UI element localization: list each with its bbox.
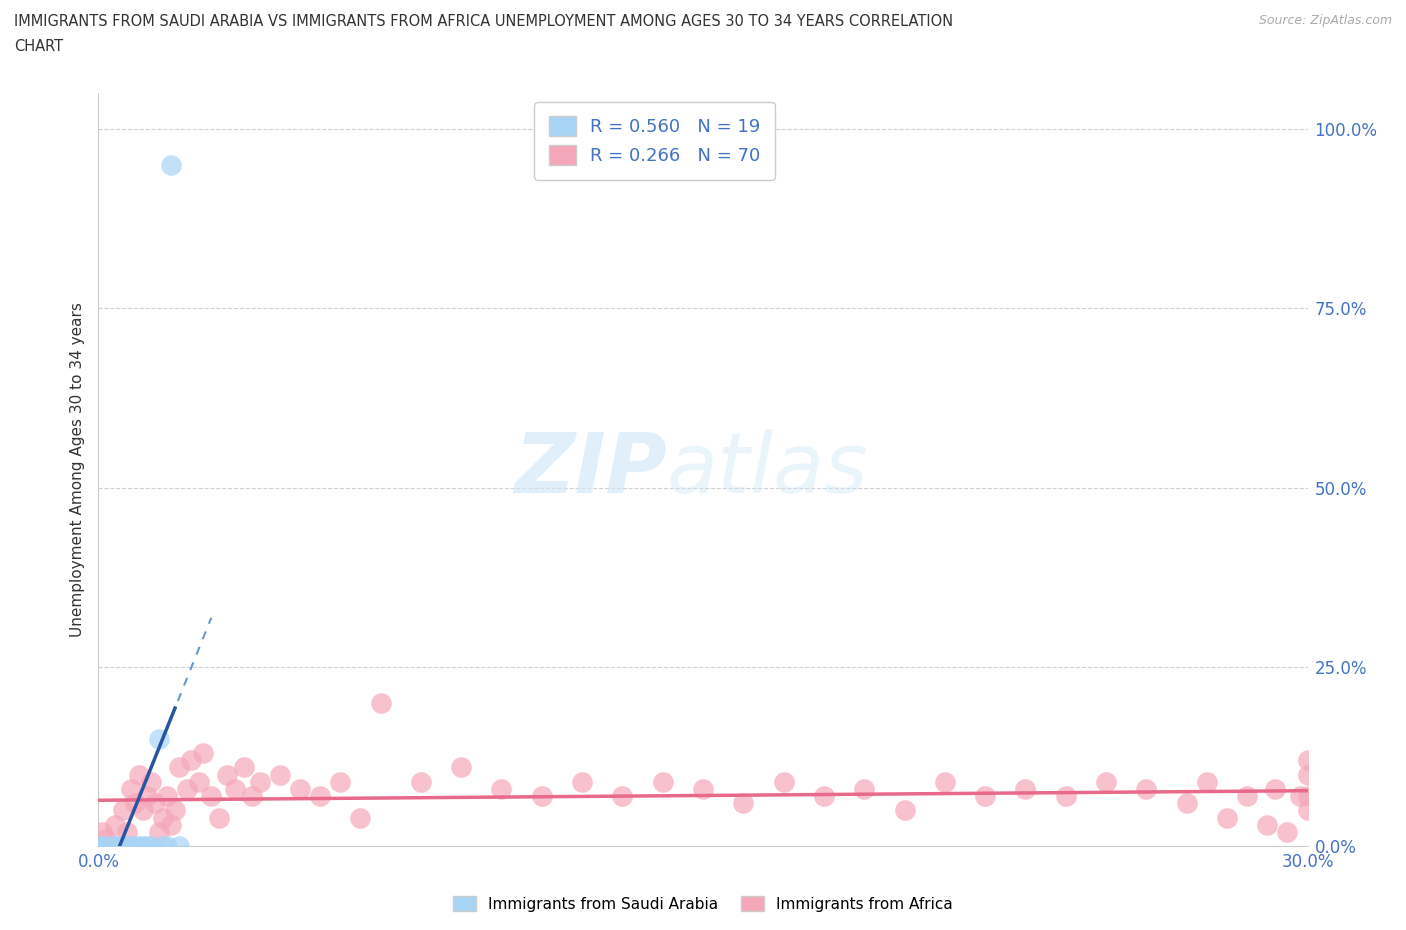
Point	[128, 839, 150, 854]
Point	[100, 839, 122, 854]
Point	[329, 775, 352, 790]
Point	[288, 781, 311, 796]
Point	[91, 825, 114, 840]
Point	[148, 731, 170, 746]
Point	[160, 817, 183, 832]
Point	[156, 789, 179, 804]
Point	[96, 839, 118, 854]
Point	[139, 839, 162, 854]
Point	[224, 781, 246, 796]
Point	[1256, 817, 1278, 832]
Point	[1264, 781, 1286, 796]
Legend: R = 0.560   N = 19, R = 0.266   N = 70: R = 0.560 N = 19, R = 0.266 N = 70	[534, 102, 775, 179]
Point	[269, 767, 291, 782]
Point	[1296, 803, 1319, 817]
Point	[1288, 789, 1310, 804]
Point	[124, 839, 146, 854]
Point	[103, 817, 125, 832]
Point	[217, 767, 239, 782]
Point	[111, 839, 134, 854]
Legend: Immigrants from Saudi Arabia, Immigrants from Africa: Immigrants from Saudi Arabia, Immigrants…	[447, 889, 959, 918]
Point	[128, 767, 150, 782]
Point	[692, 781, 714, 796]
Point	[1195, 775, 1218, 790]
Point	[132, 803, 155, 817]
Point	[240, 789, 263, 804]
Point	[370, 696, 392, 711]
Point	[148, 825, 170, 840]
Point	[1216, 810, 1239, 825]
Text: atlas: atlas	[666, 429, 869, 511]
Point	[96, 831, 118, 846]
Point	[491, 781, 513, 796]
Point	[167, 760, 190, 775]
Point	[180, 752, 202, 767]
Point	[1095, 775, 1118, 790]
Point	[91, 839, 114, 854]
Point	[1054, 789, 1077, 804]
Point	[772, 775, 794, 790]
Point	[107, 839, 129, 854]
Point	[139, 775, 162, 790]
Point	[813, 789, 835, 804]
Text: Source: ZipAtlas.com: Source: ZipAtlas.com	[1258, 14, 1392, 27]
Point	[612, 789, 634, 804]
Point	[111, 803, 134, 817]
Point	[1236, 789, 1258, 804]
Point	[91, 839, 114, 854]
Text: IMMIGRANTS FROM SAUDI ARABIA VS IMMIGRANTS FROM AFRICA UNEMPLOYMENT AMONG AGES 3: IMMIGRANTS FROM SAUDI ARABIA VS IMMIGRAN…	[14, 14, 953, 29]
Point	[200, 789, 222, 804]
Point	[135, 839, 157, 854]
Point	[91, 839, 114, 854]
Point	[1277, 825, 1299, 840]
Point	[115, 825, 138, 840]
Point	[135, 789, 157, 804]
Y-axis label: Unemployment Among Ages 30 to 34 years: Unemployment Among Ages 30 to 34 years	[69, 302, 84, 637]
Point	[1296, 767, 1319, 782]
Text: ZIP: ZIP	[515, 429, 666, 511]
Point	[733, 796, 755, 811]
Point	[193, 746, 215, 761]
Point	[107, 839, 129, 854]
Point	[530, 789, 553, 804]
Point	[156, 839, 179, 854]
Point	[349, 810, 371, 825]
Point	[163, 803, 186, 817]
Point	[409, 775, 432, 790]
Point	[1014, 781, 1036, 796]
Point	[1175, 796, 1198, 811]
Point	[176, 781, 198, 796]
Point	[120, 781, 142, 796]
Point	[853, 781, 876, 796]
Point	[152, 839, 174, 854]
Point	[934, 775, 956, 790]
Text: CHART: CHART	[14, 39, 63, 54]
Point	[132, 839, 155, 854]
Point	[124, 796, 146, 811]
Point	[120, 839, 142, 854]
Point	[1296, 789, 1319, 804]
Point	[103, 839, 125, 854]
Point	[974, 789, 997, 804]
Point	[208, 810, 231, 825]
Point	[571, 775, 593, 790]
Point	[651, 775, 673, 790]
Point	[893, 803, 915, 817]
Point	[188, 775, 211, 790]
Point	[1135, 781, 1157, 796]
Point	[160, 157, 183, 172]
Point	[167, 839, 190, 854]
Point	[249, 775, 271, 790]
Point	[232, 760, 254, 775]
Point	[152, 810, 174, 825]
Point	[100, 839, 122, 854]
Point	[143, 796, 166, 811]
Point	[1296, 752, 1319, 767]
Point	[309, 789, 332, 804]
Point	[115, 839, 138, 854]
Point	[96, 839, 118, 854]
Point	[450, 760, 472, 775]
